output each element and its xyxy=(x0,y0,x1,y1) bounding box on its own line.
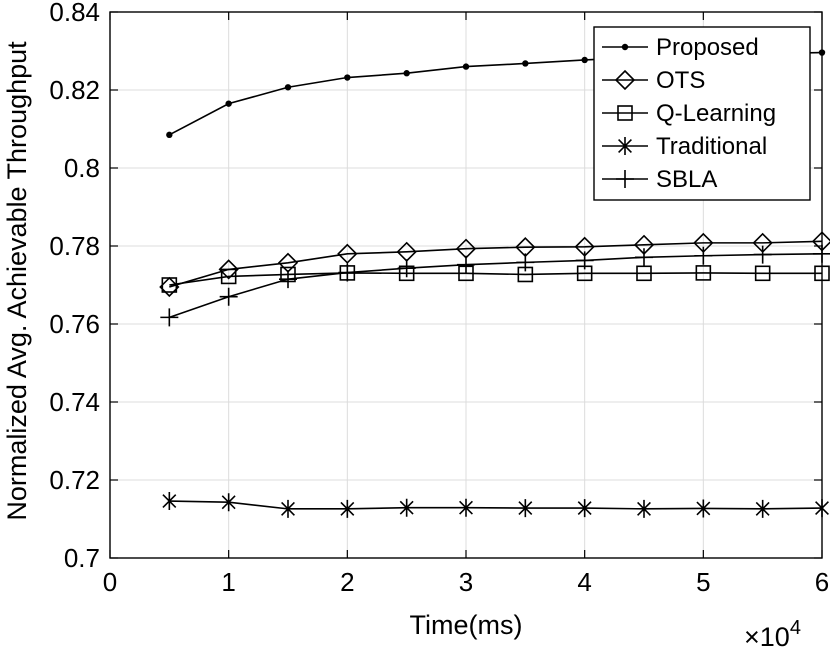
series-line xyxy=(169,500,823,510)
data-point xyxy=(340,499,355,518)
x-tick-label: 1 xyxy=(221,567,235,597)
tick-labels: 0 1 2 3 4 5 6 0.7 0.72 0.74 0.76 0.78 0.8 0.82 0.84 xyxy=(49,0,829,597)
data-point xyxy=(166,131,173,139)
series-q-learning xyxy=(161,265,830,293)
y-tick-label: 0.78 xyxy=(49,231,100,261)
x-axis-multiplier: ×104 xyxy=(744,617,801,650)
data-point xyxy=(616,170,634,188)
data-point xyxy=(221,493,236,512)
x-axis-label: Time(ms) xyxy=(410,610,523,640)
data-point xyxy=(162,492,177,511)
legend-item-sbla: SBLA xyxy=(602,166,717,193)
data-point xyxy=(695,265,712,281)
data-point xyxy=(694,246,713,265)
x-tick-label: 6 xyxy=(815,567,829,597)
legend: Proposed OTS Q-Learning Traditional SBLA xyxy=(593,26,811,201)
data-point xyxy=(220,268,237,285)
legend-item-traditional: Traditional xyxy=(602,133,767,160)
data-point xyxy=(284,84,292,91)
data-point xyxy=(403,70,410,77)
data-point xyxy=(618,137,632,155)
data-point xyxy=(581,56,588,64)
data-point xyxy=(696,499,711,518)
data-point xyxy=(617,105,633,121)
y-tick-label: 0.72 xyxy=(49,465,100,495)
legend-label: SBLA xyxy=(656,166,717,193)
series-layer xyxy=(159,49,830,518)
series-line xyxy=(169,253,823,319)
data-point xyxy=(279,270,297,289)
legend-label: Traditional xyxy=(656,133,767,160)
data-point xyxy=(462,63,470,70)
data-point xyxy=(161,277,178,293)
series-ots xyxy=(159,231,830,298)
data-point xyxy=(518,499,533,518)
data-point xyxy=(621,43,629,51)
x-tick-label: 5 xyxy=(696,567,710,597)
y-tick-label: 0.84 xyxy=(49,0,100,27)
legend-item-q-learning: Q-Learning xyxy=(602,100,776,127)
data-point xyxy=(754,265,771,282)
data-point xyxy=(397,259,416,278)
data-point xyxy=(219,287,238,306)
data-point xyxy=(457,255,475,274)
y-tick-label: 0.74 xyxy=(49,387,100,417)
y-tick-label: 0.8 xyxy=(64,153,100,183)
axis-ticks xyxy=(109,11,823,559)
series-traditional xyxy=(162,492,829,518)
data-point xyxy=(225,100,232,107)
data-point xyxy=(575,251,594,270)
data-point xyxy=(522,60,529,67)
data-point xyxy=(218,259,239,280)
series-line xyxy=(169,272,822,286)
y-tick-label: 0.7 xyxy=(64,543,100,573)
data-point xyxy=(160,308,179,327)
y-tick-label: 0.82 xyxy=(49,75,100,105)
data-point xyxy=(281,499,295,518)
data-point xyxy=(614,69,636,91)
legend-label: Q-Learning xyxy=(656,100,776,127)
x-tick-label: 0 xyxy=(103,567,117,597)
legend-item-ots: OTS xyxy=(602,67,705,94)
data-point xyxy=(755,499,770,518)
legend-label: OTS xyxy=(656,67,705,94)
x-axis-multiplier-base: ×10 xyxy=(744,622,790,650)
data-point xyxy=(344,74,351,81)
x-axis-multiplier-exponent: 4 xyxy=(790,617,801,639)
data-point xyxy=(637,499,651,518)
data-point xyxy=(577,499,592,518)
data-point xyxy=(399,498,414,517)
data-point xyxy=(338,263,357,282)
y-axis-label: Normalized Avg. Achievable Throughput xyxy=(2,41,32,521)
x-tick-label: 2 xyxy=(340,567,354,597)
data-point xyxy=(516,253,535,272)
legend-item-proposed: Proposed xyxy=(602,34,759,61)
data-point xyxy=(635,248,653,267)
x-tick-label: 4 xyxy=(577,567,591,597)
y-tick-label: 0.76 xyxy=(49,309,100,339)
data-point xyxy=(753,245,772,264)
x-tick-label: 3 xyxy=(459,567,473,597)
data-point xyxy=(337,243,358,264)
legend-label: Proposed xyxy=(656,34,759,61)
data-point xyxy=(459,498,473,517)
series-sbla xyxy=(160,244,830,327)
